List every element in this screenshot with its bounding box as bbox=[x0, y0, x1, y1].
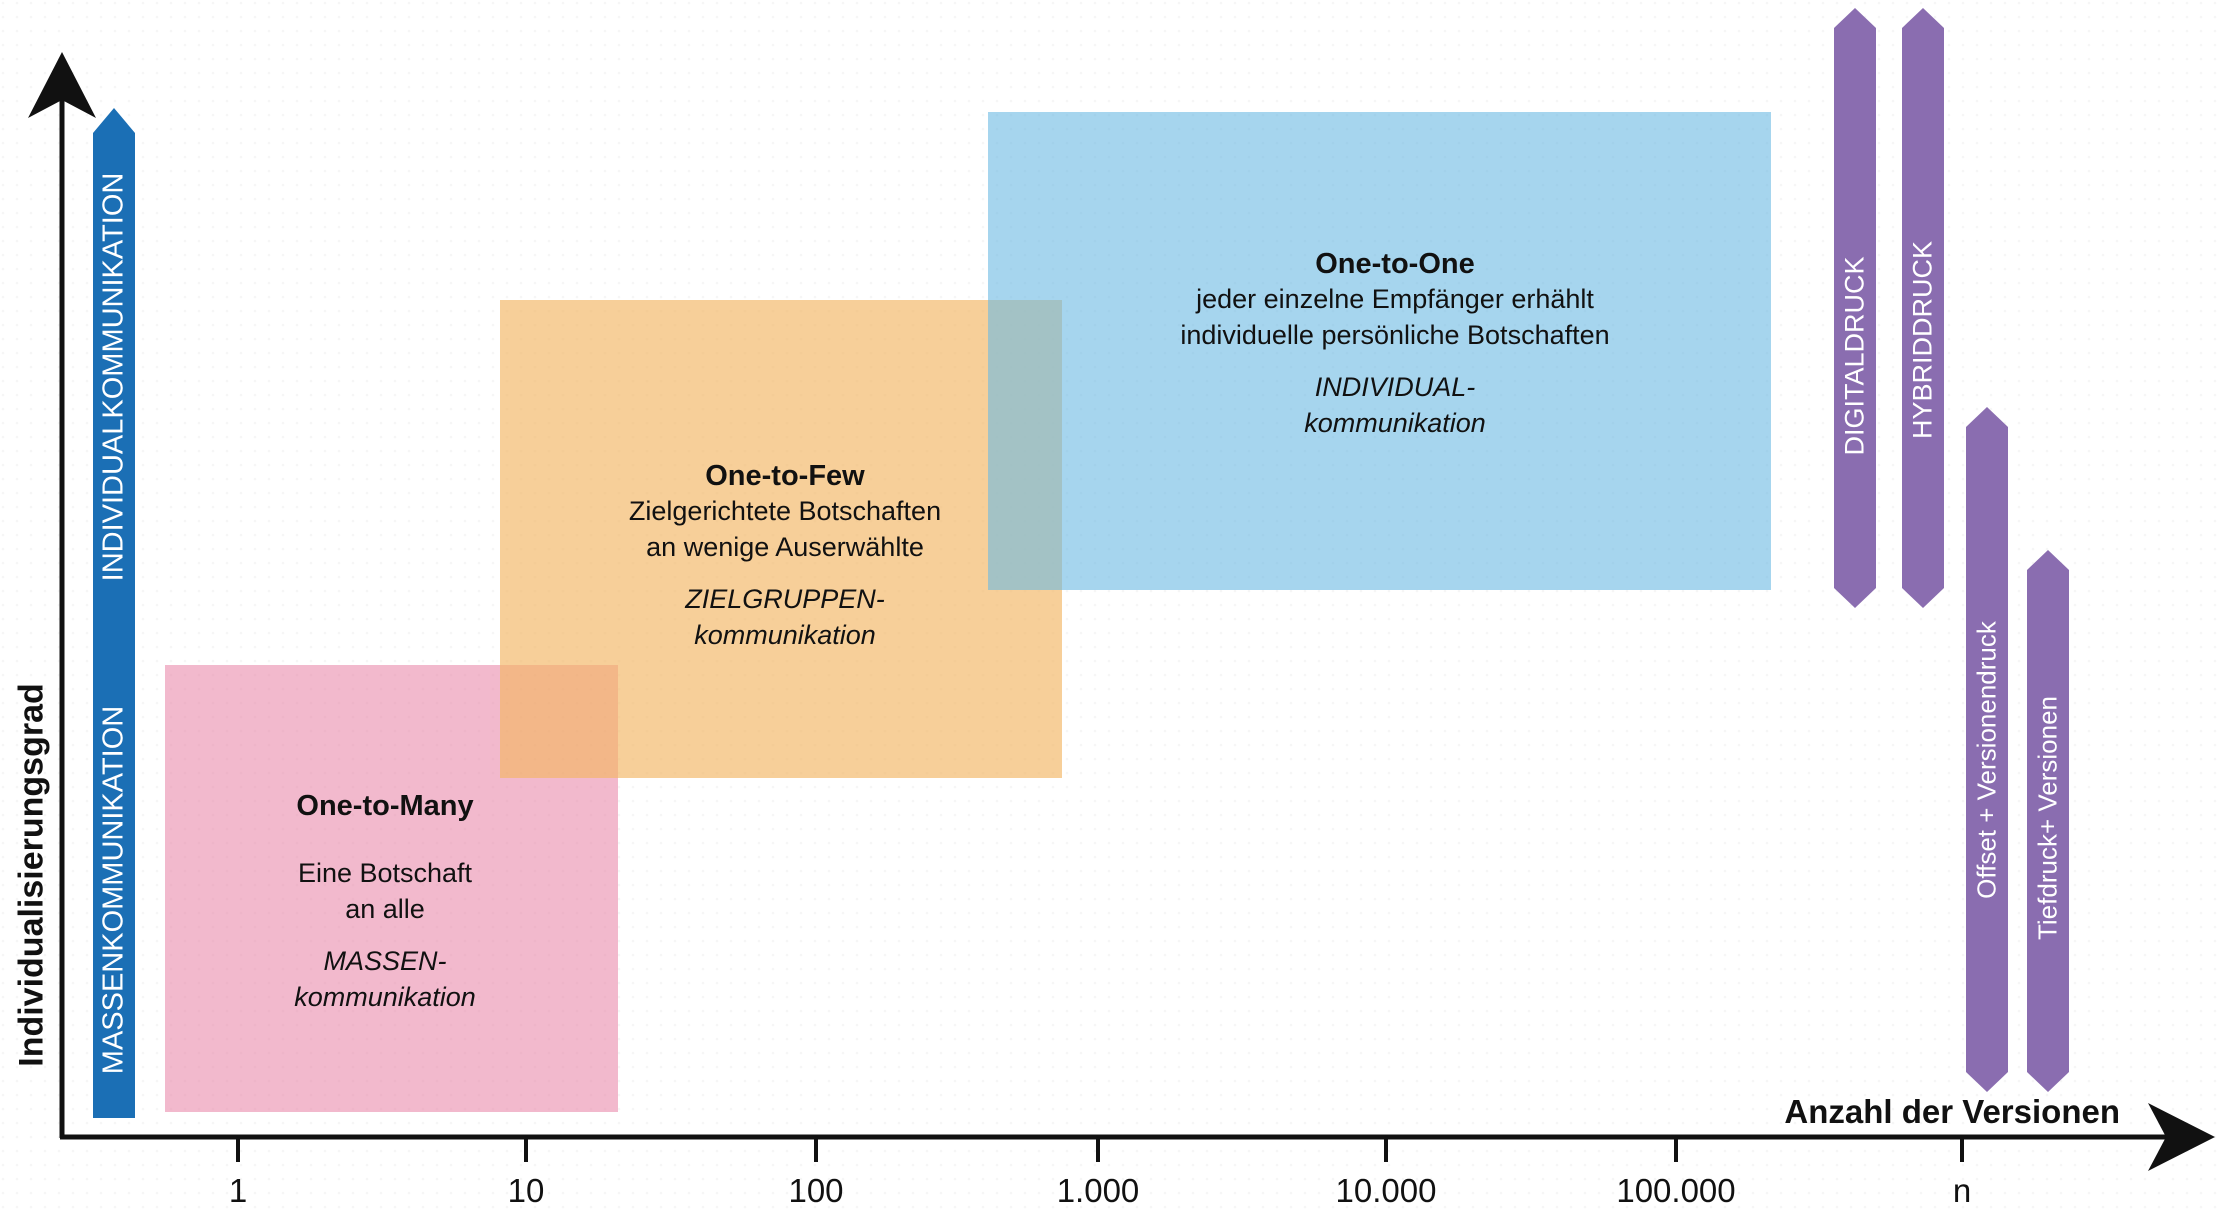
x-tick-label: 10 bbox=[507, 1172, 545, 1209]
print-bar-label: Offset + Versionendruck bbox=[1971, 621, 2002, 899]
x-axis-arrow-icon bbox=[2148, 1103, 2215, 1171]
print-bar-digitaldruck bbox=[1834, 8, 1876, 608]
box-title: One-to-One bbox=[1315, 248, 1475, 280]
box-line: Eine Botschaft bbox=[297, 858, 473, 888]
box-italic-line: INDIVIDUAL- bbox=[1314, 372, 1476, 402]
y-bar-bottom-label: MASSENKOMMUNIKATION bbox=[97, 705, 130, 1075]
box-one-to-one-text: One-to-One jeder einzelne Empfänger erhä… bbox=[1145, 248, 1645, 441]
box-line: an wenige Auserwählte bbox=[646, 532, 924, 562]
box-title: One-to-Many bbox=[296, 790, 474, 822]
print-bar-label: Tiefdruck+ Versionen bbox=[2032, 695, 2063, 941]
box-italic-line: ZIELGRUPPEN- bbox=[685, 584, 885, 614]
x-tick-label: n bbox=[1952, 1172, 1972, 1209]
box-one-to-few-text: One-to-Few Zielgerichtete Botschaften an… bbox=[575, 460, 995, 653]
print-bar-label: DIGITALDRUCK bbox=[1839, 256, 1870, 456]
box-italic-line: kommunikation bbox=[1304, 408, 1486, 438]
box-line: Zielgerichtete Botschaften bbox=[628, 496, 942, 526]
x-tick-label: 1 bbox=[228, 1172, 248, 1209]
box-italic-line: MASSEN- bbox=[323, 946, 447, 976]
box-one-to-one bbox=[988, 112, 1771, 590]
x-tick-label: 1.000 bbox=[1056, 1172, 1140, 1209]
x-axis-label: Anzahl der Versionen bbox=[1784, 1093, 2120, 1130]
x-tick-label: 100.000 bbox=[1616, 1172, 1736, 1209]
box-italic-line: kommunikation bbox=[694, 620, 876, 650]
y-axis-label: Individualisierungsgrad bbox=[12, 683, 51, 1067]
x-tick-label: 10.000 bbox=[1335, 1172, 1437, 1209]
y-communication-bar bbox=[93, 108, 135, 1118]
print-bar-offset bbox=[1966, 407, 2008, 1092]
print-bar-tiefdruck bbox=[2027, 550, 2069, 1092]
box-one-to-many-text: One-to-Many Eine Botschaft an alle MASSE… bbox=[215, 790, 555, 1015]
x-tick-label: 100 bbox=[788, 1172, 844, 1209]
box-title: One-to-Few bbox=[705, 460, 865, 492]
print-bar-label: HYBRIDDRUCK bbox=[1907, 240, 1938, 440]
x-tick-marks bbox=[236, 1137, 1964, 1162]
print-bar-hybriddruck bbox=[1902, 8, 1944, 608]
box-line: jeder einzelne Empfänger erhählt bbox=[1196, 284, 1594, 314]
box-line: an alle bbox=[345, 894, 425, 924]
y-axis-arrow-icon bbox=[28, 52, 96, 118]
y-bar-top-label: INDIVIDUALKOMMUNIKATION bbox=[97, 172, 130, 582]
box-line: individuelle persönliche Botschaften bbox=[1180, 320, 1610, 350]
box-one-to-few bbox=[500, 300, 1062, 778]
box-italic-line: kommunikation bbox=[294, 982, 476, 1012]
